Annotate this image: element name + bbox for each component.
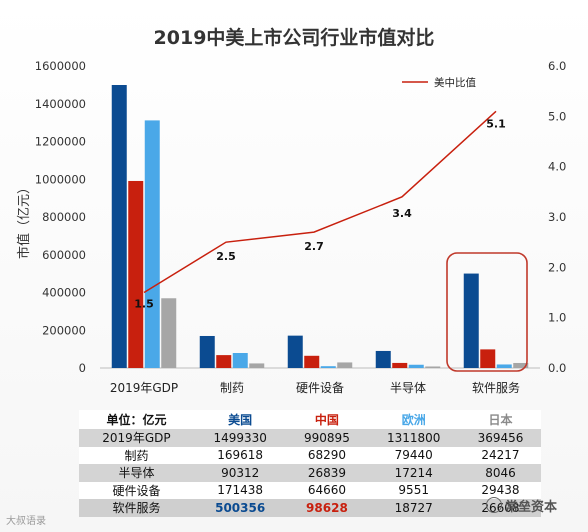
y2-tick-label: 2.0 — [548, 260, 566, 274]
bar-2-3 — [408, 364, 424, 368]
y2-tick-label: 0.0 — [548, 361, 566, 375]
cell-jp: 369456 — [459, 429, 541, 447]
y-tick-label: 0 — [79, 361, 86, 375]
cell-eu: 18727 — [367, 499, 460, 517]
cell-jp: 24217 — [459, 446, 541, 464]
y-tick-label: 1600000 — [35, 59, 86, 73]
bar-3-1 — [249, 363, 265, 368]
cell-us: 90312 — [193, 464, 287, 482]
legend-label-ratio: 美中比值 — [434, 76, 476, 89]
y2-tick-label: 4.0 — [548, 160, 566, 174]
y2-tick-label: 6.0 — [548, 59, 566, 73]
bar-3-3 — [425, 366, 441, 368]
y2-tick-label: 3.0 — [548, 210, 566, 224]
bar-0-2 — [287, 335, 303, 368]
table-row: 硬件设备 171438 64660 9551 29438 — [79, 481, 541, 499]
watermark-right: 常垒资本 — [486, 496, 557, 515]
category-label: 半导体 — [390, 381, 426, 395]
bar-2-0 — [144, 120, 160, 368]
y-tick-label: 1400000 — [35, 97, 86, 111]
table-header-jp: 日本 — [459, 410, 541, 429]
bar-3-0 — [161, 298, 177, 368]
cell-us: 500356 — [193, 499, 287, 517]
y2-tick-label: 5.0 — [548, 109, 566, 123]
bar-3-2 — [337, 362, 353, 368]
table-row: 半导体 90312 26839 17214 8046 — [79, 464, 541, 482]
watermark-right-text: 常垒资本 — [505, 500, 558, 515]
chart-title: 2019中美上市公司行业市值对比 — [154, 26, 435, 49]
y-tick-label: 600000 — [42, 248, 86, 262]
category-label: 软件服务 — [472, 380, 520, 395]
ratio-data-label: 1.5 — [134, 298, 154, 311]
category-label: 制药 — [220, 381, 244, 395]
watermark-left: 大叔语录 — [6, 512, 46, 527]
bar-3-4 — [513, 362, 529, 368]
bar-series-group — [111, 85, 529, 368]
y-tick-label: 1200000 — [35, 135, 86, 149]
table-row: 2019年GDP 1499330 990895 1311800 369456 — [79, 429, 541, 447]
ratio-line-group: 1.5 2.5 2.7 3.4 5.1 — [134, 110, 506, 311]
y-tick-label: 200000 — [42, 323, 86, 337]
cell-cn: 68290 — [286, 446, 368, 464]
ratio-line — [143, 110, 497, 294]
y-tick-label: 400000 — [42, 286, 86, 300]
bar-1-1 — [216, 355, 232, 368]
watermark-left-text: 大叔语录 — [6, 516, 46, 527]
table-header-eu: 欧洲 — [367, 410, 460, 429]
y-axis-title: 市值（亿元） — [16, 181, 32, 259]
ratio-data-label: 2.7 — [304, 240, 324, 253]
row-label: 制药 — [79, 446, 194, 464]
y-axis-left: 0 200000 400000 600000 800000 1000000 1200000 1… — [35, 59, 86, 375]
category-label: 2019年GDP — [110, 381, 178, 395]
table-row: 软件服务 500356 98628 18727 26608 — [79, 499, 541, 517]
table-header-cn: 中国 — [286, 410, 368, 429]
cell-cn: 990895 — [286, 429, 368, 447]
data-table: 单位：亿元 美国 中国 欧洲 日本 2019年GDP 1499330 99089… — [79, 410, 541, 517]
cell-eu: 9551 — [367, 481, 460, 499]
highlight-box-software — [446, 252, 528, 372]
legend: 美中比值 — [402, 76, 476, 89]
ratio-data-label: 5.1 — [486, 117, 506, 130]
wechat-icon — [486, 497, 502, 513]
cell-cn: 64660 — [286, 481, 368, 499]
cell-eu: 1311800 — [367, 429, 460, 447]
bar-1-0 — [128, 180, 144, 368]
cell-cn: 98628 — [286, 499, 368, 517]
category-label: 硬件设备 — [296, 381, 344, 395]
cell-us: 1499330 — [193, 429, 287, 447]
table-header-row: 单位：亿元 美国 中国 欧洲 日本 — [79, 410, 541, 429]
category-labels: 2019年GDP 制药 硬件设备 半导体 软件服务 — [110, 380, 520, 395]
table-unit-label: 单位：亿元 — [79, 410, 194, 429]
table-header-us: 美国 — [193, 410, 287, 429]
y2-tick-label: 1.0 — [548, 311, 566, 325]
cell-eu: 79440 — [367, 446, 460, 464]
ratio-data-label: 2.5 — [216, 250, 236, 263]
cell-jp: 8046 — [459, 464, 541, 482]
cell-jp: 29438 — [459, 481, 541, 499]
cell-us: 169618 — [193, 446, 287, 464]
table-row: 制药 169618 68290 79440 24217 — [79, 446, 541, 464]
bar-0-0 — [111, 85, 127, 368]
row-label: 软件服务 — [79, 499, 194, 517]
y-axis-right: 0.0 1.0 2.0 3.0 4.0 5.0 6.0 — [548, 59, 566, 375]
bar-2-4 — [496, 364, 512, 368]
bar-1-4 — [480, 349, 496, 368]
bar-1-3 — [392, 362, 408, 368]
y-tick-label: 800000 — [42, 210, 86, 224]
bar-1-2 — [304, 355, 320, 368]
cell-cn: 26839 — [286, 464, 368, 482]
bar-0-4 — [463, 273, 479, 368]
bar-2-2 — [320, 366, 336, 368]
y-tick-label: 1000000 — [35, 172, 86, 186]
ratio-data-label: 3.4 — [392, 207, 412, 220]
row-label: 硬件设备 — [79, 481, 194, 499]
row-label: 2019年GDP — [79, 429, 194, 447]
cell-eu: 17214 — [367, 464, 460, 482]
bar-2-1 — [232, 353, 248, 368]
bar-0-1 — [199, 335, 215, 368]
market-cap-chart: 2019中美上市公司行业市值对比 0 200000 400000 600000 8000… — [16, 26, 566, 395]
cell-us: 171438 — [193, 481, 287, 499]
row-label: 半导体 — [79, 464, 194, 482]
bar-0-3 — [375, 350, 391, 368]
